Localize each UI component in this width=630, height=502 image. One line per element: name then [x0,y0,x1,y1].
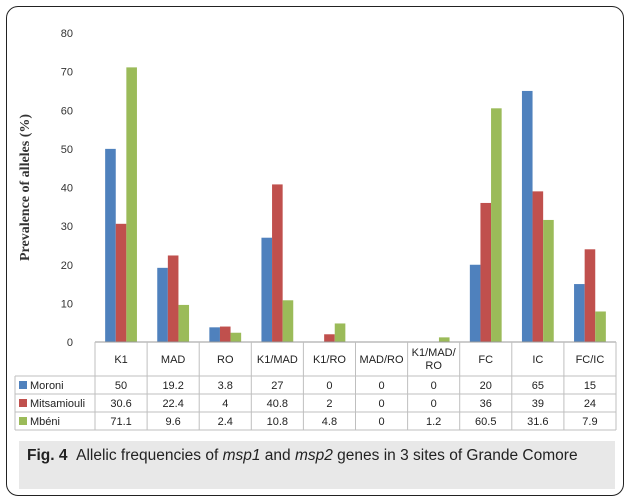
data-cell: 10.8 [267,416,288,428]
data-cell: 50 [115,380,127,392]
bar [209,327,220,342]
y-tick-label: 80 [61,28,73,40]
legend-swatch [19,381,27,389]
y-tick-label: 40 [61,183,73,195]
data-cell: 2.4 [218,416,233,428]
bar [324,334,335,342]
bar [105,148,116,342]
y-tick-label: 50 [61,144,73,156]
data-cell: 19.2 [162,380,183,392]
data-cell: 39 [532,398,544,410]
bar [219,326,231,342]
bar [334,323,346,342]
y-axis-label: Prevalence of alleles (%) [18,114,33,261]
data-cell: 2 [326,398,332,410]
data-cell: 9.6 [166,416,181,428]
bar [491,108,502,342]
bar [167,255,179,342]
category-label: FC [478,354,493,366]
bar [595,311,606,342]
caption-label: Fig. 4 [27,447,68,464]
data-cell: 1.2 [426,416,441,428]
bar [532,191,544,342]
bar [261,237,273,342]
y-tick-label: 70 [61,67,73,79]
category-label: K1 [114,354,127,366]
legend-series-name: Mbéni [30,416,60,428]
category-label: K1/RO [313,354,346,366]
figure-caption: Fig. 4 Allelic frequencies of msp1 and m… [19,441,615,489]
bar-chart: Prevalence of alleles (%) 01020304050607… [14,28,617,431]
category-label-line: K1/MAD/ [412,347,457,359]
data-cell: 0 [431,380,437,392]
category-label: FC/IC [576,354,605,366]
bar [480,202,492,342]
bar [584,249,596,342]
legend-series-name: Mitsamiouli [30,398,85,410]
data-cell: 4.8 [322,416,337,428]
bar [469,264,481,342]
data-cell: 31.6 [527,416,548,428]
data-cell: 65 [532,380,544,392]
category-label: MAD [161,354,186,366]
category-label-line: RO [425,360,442,372]
data-cell: 3.8 [218,380,233,392]
data-cell: 36 [480,398,492,410]
y-tick-label: 30 [61,221,73,233]
data-cell: 4 [222,398,228,410]
data-cell: 0 [378,398,384,410]
legend-swatch [19,417,27,425]
data-cell: 24 [584,398,596,410]
category-label: K1/MAD/RO [412,347,457,372]
bar [574,284,585,342]
data-cell: 0 [431,398,437,410]
bar [272,184,283,342]
category-label: K1/MAD [257,354,298,366]
bar [230,332,242,342]
data-cell: 40.8 [267,398,288,410]
data-cell: 30.6 [110,398,131,410]
data-cell: 7.9 [582,416,597,428]
bar [543,219,554,342]
data-cell: 22.4 [162,398,183,410]
data-cell: 0 [378,416,384,428]
caption-gene-1: msp1 [222,447,261,464]
category-label: IC [532,354,543,366]
figure-frame: Prevalence of alleles (%) 0 10 20 30 40 50 60 7… [6,6,624,496]
y-tick-label: 10 [61,298,73,310]
bar [126,67,137,342]
bar [178,304,190,342]
caption-gene-2: msp2 [294,447,333,464]
data-cell: 27 [271,380,283,392]
y-tick-label: 60 [61,105,73,117]
bar [157,267,168,342]
category-label: MAD/RO [360,354,404,366]
bar [282,300,294,342]
caption-text-1: Allelic frequencies of [76,447,223,464]
data-cell: 71.1 [110,416,131,428]
data-cell: 60.5 [475,416,496,428]
y-tick-label: 20 [61,260,73,272]
data-cell: 0 [326,380,332,392]
bar [521,90,533,342]
y-tick-label: 0 [67,337,73,349]
caption-text-2: and [260,447,295,464]
legend-series-name: Moroni [30,380,64,392]
data-cell: 0 [378,380,384,392]
bar [438,337,450,342]
data-cell: 20 [480,380,492,392]
caption-text-3: genes in 3 sites of Grande Comore [332,447,578,464]
category-label: RO [217,354,234,366]
data-cell: 15 [584,380,596,392]
bar [115,223,127,342]
legend-swatch [19,399,27,407]
